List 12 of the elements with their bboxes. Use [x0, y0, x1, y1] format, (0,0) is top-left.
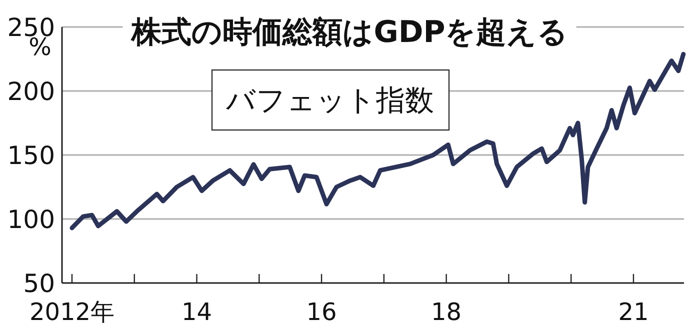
y-tick-label: 150 [7, 141, 55, 170]
y-tick-label: 200 [7, 77, 55, 106]
x-tick-label: 2012年 [29, 298, 115, 326]
chart-title: 株式の時価総額はGDPを超える [130, 15, 568, 50]
y-tick-label: 50 [23, 269, 55, 298]
x-tick-label: 21 [618, 298, 649, 326]
x-tick-label: 16 [306, 298, 337, 326]
legend: バフェット指数 [211, 69, 450, 131]
y-tick-label: 100 [7, 205, 55, 234]
series-label: バフェット指数 [225, 83, 434, 117]
x-tick-label: 18 [431, 298, 462, 326]
x-tick-label: 14 [181, 298, 212, 326]
